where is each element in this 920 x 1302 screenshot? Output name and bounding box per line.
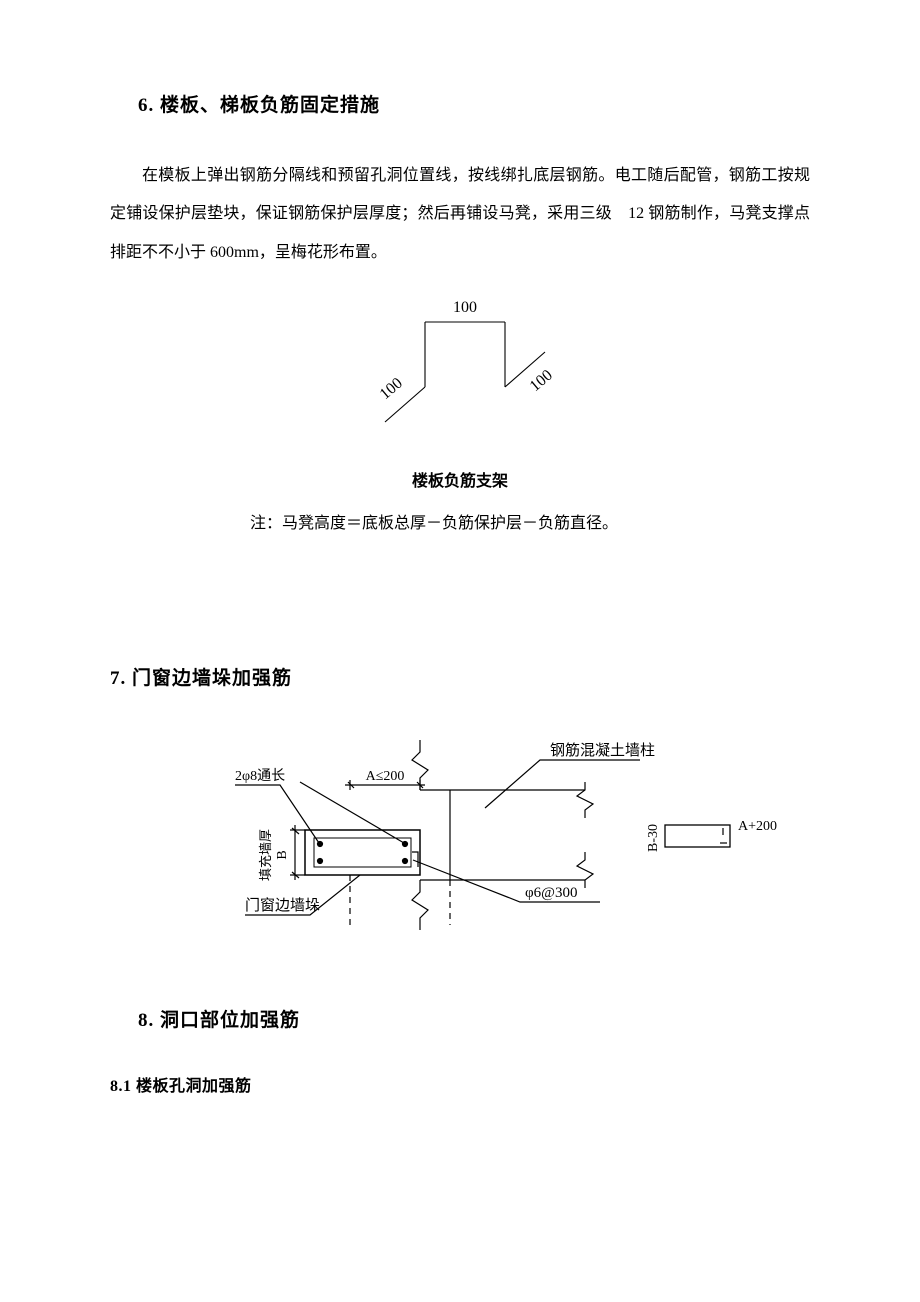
wall-pier-svg: 2φ8通长 A≤200 钢筋混凝土墙柱 填充墙厚 B 门窗边墙垛 φ6@300 … xyxy=(140,730,780,940)
section-8-1-heading: 8.1 楼板孔洞加强筋 xyxy=(110,1072,810,1096)
lbl-pier: 门窗边墙垛 xyxy=(245,896,320,914)
lbl-dimA: A≤200 xyxy=(366,769,405,784)
lbl-stir-v: B-30 xyxy=(646,824,661,852)
lbl-fillwall: 填充墙厚 xyxy=(258,829,273,881)
figure-stool: 100 100 100 xyxy=(110,292,810,447)
document-page: 6. 楼板、梯板负筋固定措施 在模板上弹出钢筋分隔线和预留孔洞位置线，按线绑扎底… xyxy=(0,0,920,1156)
section-6-heading: 6. 楼板、梯板负筋固定措施 xyxy=(138,90,810,117)
lbl-rc-wall: 钢筋混凝土墙柱 xyxy=(550,742,655,759)
section-7-heading: 7. 门窗边墙垛加强筋 xyxy=(110,663,810,690)
figure-stool-note: 注：马凳高度＝底板总厚－负筋保护层－负筋直径。 xyxy=(250,509,810,533)
figure-stool-caption: 楼板负筋支架 xyxy=(110,467,810,491)
figure-wall-pier: 2φ8通长 A≤200 钢筋混凝土墙柱 填充墙厚 B 门窗边墙垛 φ6@300 … xyxy=(110,730,810,945)
dim-top: 100 xyxy=(453,299,477,316)
lbl-phi6: φ6@300 xyxy=(525,885,577,901)
section-8-heading: 8. 洞口部位加强筋 xyxy=(138,1005,810,1032)
lbl-2phi8: 2φ8通长 xyxy=(235,768,285,784)
section-6-paragraph: 在模板上弹出钢筋分隔线和预留孔洞位置线，按线绑扎底层钢筋。电工随后配管，钢筋工按… xyxy=(110,157,810,272)
dim-left: 100 xyxy=(377,375,406,403)
stool-svg: 100 100 100 xyxy=(330,292,590,442)
dim-right: 100 xyxy=(527,367,556,395)
lbl-stir-h: A+200 xyxy=(738,819,777,834)
lbl-B: B xyxy=(275,851,290,860)
